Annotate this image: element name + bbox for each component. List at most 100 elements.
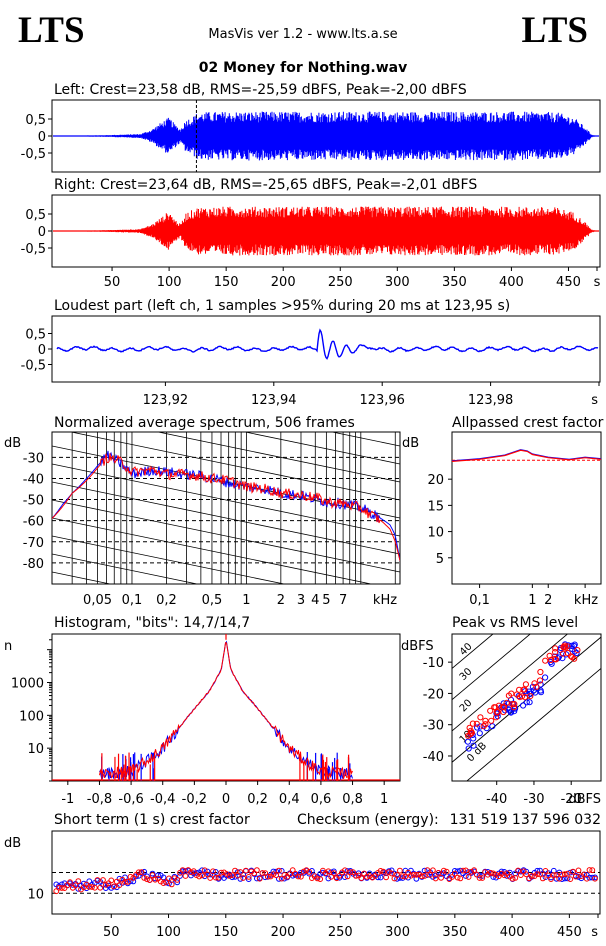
x-tick-label: 450 <box>556 275 581 290</box>
x-tick-label: 1 <box>528 593 536 608</box>
y-axis-label: dB <box>4 836 21 851</box>
x-tick-label: 350 <box>442 275 467 290</box>
crest-right-line <box>451 449 602 462</box>
short-term-crest-panel: Short term (1 s) crest factor Checksum (e… <box>4 812 601 940</box>
y-tick-label: 20 <box>427 473 444 488</box>
x-tick-label: 5 <box>322 593 330 608</box>
x-tick-label: 200 <box>271 275 296 290</box>
panel-title: Loudest part (left ch, 1 samples >95% du… <box>54 298 510 314</box>
y-axis-label: dBFS <box>401 639 434 654</box>
panel-title: Allpassed crest factor <box>452 415 604 431</box>
x-tick-label: kHz <box>574 593 598 608</box>
y-tick-label: 1000 <box>11 676 44 691</box>
diagonal-label: 40 <box>458 641 475 658</box>
crest-right-points <box>53 867 598 895</box>
y-tick-label: -0,5 <box>21 359 46 374</box>
x-tick-label: 0,2 <box>247 792 268 807</box>
x-tick-label: 50 <box>103 925 120 940</box>
slope-line <box>52 517 373 584</box>
histogram-left-line <box>99 640 353 780</box>
slope-line <box>52 535 286 584</box>
x-tick-label: 123,94 <box>251 393 297 408</box>
histogram-panel: Histogram, "bits": 14,7/14,7 n 1000 100 10 -1… <box>4 615 401 807</box>
logo-right: LTS <box>521 10 588 51</box>
y-tick-label: -0,5 <box>21 242 46 257</box>
right-waveform-panel: Right: Crest=23,64 dB, RMS=-25,65 dBFS, … <box>21 177 601 290</box>
waveform-trace <box>53 206 599 256</box>
x-tick-label: 0,5 <box>202 593 223 608</box>
y-tick-label: 10 <box>427 526 444 541</box>
x-tick-label: -1 <box>61 792 74 807</box>
x-tick-label: 123,98 <box>468 393 514 408</box>
slope-line <box>52 463 400 537</box>
y-tick-label: -40 <box>423 750 444 765</box>
panel-title: Histogram, "bits": 14,7/14,7 <box>54 615 250 631</box>
panel-title: Left: Crest=23,58 dB, RMS=-25,59 dBFS, P… <box>54 82 467 98</box>
pvr-right-points <box>465 642 581 739</box>
y-tick-label: 0 <box>38 343 46 358</box>
average-spectrum-panel: Normalized average spectrum, 506 frames d… <box>4 415 401 608</box>
slope-line <box>330 432 400 447</box>
x-tick-label: 1 <box>242 593 250 608</box>
x-tick-label: -0,8 <box>87 792 112 807</box>
y-tick-label: -40 <box>23 472 44 487</box>
y-tick-label: -0,5 <box>21 147 46 162</box>
slope-line <box>243 432 400 465</box>
slope-line <box>52 553 199 584</box>
x-tick-label: s <box>591 393 598 408</box>
y-tick-label: 10 <box>27 742 44 757</box>
x-tick-label: kHz <box>373 593 397 608</box>
x-tick-label: -20 <box>561 792 582 807</box>
y-tick-label: 15 <box>427 499 444 514</box>
x-tick-label: 300 <box>385 275 410 290</box>
x-tick-label: 200 <box>271 925 296 940</box>
x-tick-label: 100 <box>157 275 182 290</box>
y-tick-label: 5 <box>436 552 444 567</box>
left-waveform-panel: Left: Crest=23,58 dB, RMS=-25,59 dBFS, P… <box>21 82 601 173</box>
panel-title: Normalized average spectrum, 506 frames <box>54 415 355 431</box>
y-tick-label: -60 <box>23 515 44 530</box>
y-axis-label: dB <box>4 436 21 451</box>
x-tick-label: -30 <box>523 792 544 807</box>
y-tick-label: 0 <box>38 130 46 145</box>
spectrum-right-line <box>52 453 400 561</box>
x-tick-label: 450 <box>557 925 582 940</box>
crest-diagonal <box>452 634 494 669</box>
x-tick-label: 3 <box>297 593 305 608</box>
x-tick-label: 2 <box>544 593 552 608</box>
x-tick-label: s <box>594 275 601 290</box>
file-title: 02 Money for Nothing.wav <box>198 60 408 76</box>
y-tick-label: -30 <box>23 451 44 466</box>
x-tick-label: 50 <box>104 275 121 290</box>
loudest-part-panel: Loudest part (left ch, 1 samples >95% du… <box>21 298 601 408</box>
x-tick-label: 150 <box>213 925 238 940</box>
panel-title: Right: Crest=23,64 dB, RMS=-25,65 dBFS, … <box>54 177 477 193</box>
x-tick-label: 250 <box>328 275 353 290</box>
y-axis-label: n <box>4 639 12 654</box>
x-tick-label: -40 <box>486 792 507 807</box>
y-tick-label: 0,5 <box>25 328 46 343</box>
plot-frame <box>51 633 401 782</box>
crest-diagonal <box>452 636 601 763</box>
panel-title: Peak vs RMS level <box>452 615 578 631</box>
x-tick-label: 0 <box>222 792 230 807</box>
y-tick-label: 0 <box>38 225 46 240</box>
y-tick-label: -10 <box>423 656 444 671</box>
x-tick-label: 250 <box>328 925 353 940</box>
y-tick-label: -20 <box>423 687 444 702</box>
y-tick-label: 100 <box>19 709 44 724</box>
slope-line <box>156 432 400 483</box>
crest-diagonal <box>466 667 601 781</box>
allpassed-crest-panel: Allpassed crest factor dB 20 15 10 5 0,1 1 2 kHz <box>402 415 604 608</box>
x-tick-label: 300 <box>385 925 410 940</box>
diagonal-label: 20 <box>458 698 475 715</box>
y-tick-label: 10 <box>27 887 44 902</box>
x-tick-label: 400 <box>499 275 524 290</box>
panel-title: Short term (1 s) crest factor <box>54 812 250 828</box>
y-tick-label: 0,5 <box>25 113 46 128</box>
slope-line <box>52 571 112 584</box>
x-axis-label: dBFS <box>568 792 601 807</box>
